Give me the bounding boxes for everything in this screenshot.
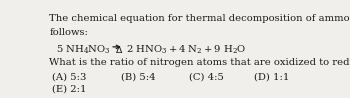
Text: $\mathregular{5\ NH_4NO_3}$: $\mathregular{5\ NH_4NO_3}$ (56, 44, 111, 56)
Text: follows:: follows: (49, 28, 88, 37)
Text: (A) 5:3: (A) 5:3 (52, 73, 86, 82)
Text: The chemical equation for thermal decomposition of ammonium nitrate is as: The chemical equation for thermal decomp… (49, 14, 350, 23)
Text: (E) 2:1: (E) 2:1 (52, 85, 86, 94)
Text: $\Delta$: $\Delta$ (115, 44, 123, 55)
Text: (C) 4:5: (C) 4:5 (189, 73, 224, 82)
Text: What is the ratio of nitrogen atoms that are oxidized to reduced in this reactio: What is the ratio of nitrogen atoms that… (49, 58, 350, 67)
Text: $\mathregular{2\ HNO_3 + 4\ N_2 + 9\ H_2O}$: $\mathregular{2\ HNO_3 + 4\ N_2 + 9\ H_2… (126, 44, 247, 56)
Text: (B) 5:4: (B) 5:4 (121, 73, 156, 82)
Text: (D) 1:1: (D) 1:1 (254, 73, 289, 82)
